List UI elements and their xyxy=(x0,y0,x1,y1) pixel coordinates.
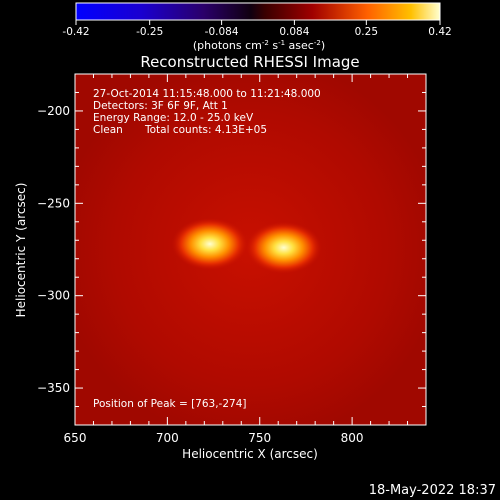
x-tick-label: 700 xyxy=(156,431,179,445)
plot-frame xyxy=(74,73,427,426)
x-tick-label: 650 xyxy=(64,431,87,445)
source-blob xyxy=(171,217,248,270)
annotation-method: Clean xyxy=(93,124,123,136)
plot-title: Reconstructed RHESSI Image xyxy=(140,53,359,71)
annotation-energy: Energy Range: 12.0 - 25.0 keV xyxy=(93,112,254,124)
image-panel: 650 700 750 800 −200 −250 −300 −350 xyxy=(37,73,427,445)
annotations: 27-Oct-2014 11:15:48.000 to 11:21:48.000… xyxy=(93,88,321,410)
annotation-peak: Position of Peak = [763,-274] xyxy=(93,398,247,410)
annotation-time: 27-Oct-2014 11:15:48.000 to 11:21:48.000 xyxy=(93,88,321,100)
sources xyxy=(171,217,322,274)
colorbar-tick-label: -0.084 xyxy=(205,26,239,38)
colorbar-tick-label: 0.25 xyxy=(355,26,378,38)
x-tick-label: 800 xyxy=(341,431,364,445)
colorbar: -0.42 -0.25 -0.084 0.084 0.25 0.42 (photons c… xyxy=(62,2,452,52)
footer-date: 18-May-2022 18:37 xyxy=(369,483,496,498)
annotation-detectors: Detectors: 3F 6F 9F, Att 1 xyxy=(93,100,228,112)
x-axis-label: Heliocentric X (arcsec) xyxy=(182,447,318,461)
source-blob xyxy=(245,221,322,274)
y-axis-label: Heliocentric Y (arcsec) xyxy=(14,183,28,318)
y-tick-label: −300 xyxy=(37,289,70,303)
y-tick-label: −350 xyxy=(37,381,70,395)
y-tick-label: −250 xyxy=(37,196,70,210)
colorbar-ticks: -0.42 -0.25 -0.084 0.084 0.25 0.42 xyxy=(62,20,452,38)
colorbar-tick-label: 0.42 xyxy=(428,26,451,38)
colorbar-unit: (photons cm-2 s-1 asec-2) xyxy=(193,39,325,52)
y-tick-label: −200 xyxy=(37,104,70,118)
colorbar-tick-label: 0.084 xyxy=(279,26,309,38)
axis-ticks: 650 700 750 800 −200 −250 −300 −350 xyxy=(37,73,427,445)
annotation-counts: Total counts: 4.13E+05 xyxy=(144,124,267,136)
colorbar-gradient xyxy=(75,2,441,21)
x-tick-label: 750 xyxy=(248,431,271,445)
colorbar-tick-label: -0.42 xyxy=(62,26,89,38)
colorbar-tick-label: -0.25 xyxy=(136,26,163,38)
